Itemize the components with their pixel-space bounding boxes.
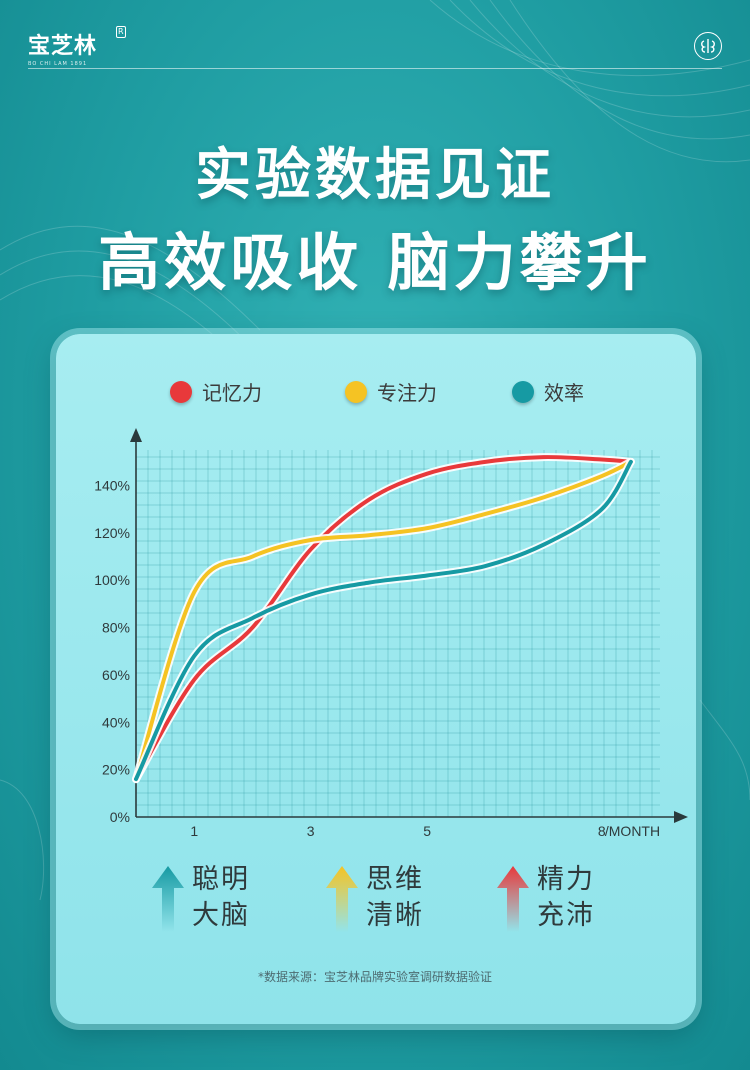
- logo-subtitle: BO CHI LAM 1891: [28, 61, 88, 67]
- y-tick-label: 40%: [102, 714, 130, 730]
- y-tick-label: 100%: [94, 572, 130, 588]
- legend-dot-efficiency: [512, 380, 534, 403]
- legend-label-efficiency: 效率: [544, 381, 584, 405]
- up-arrow-icon: [326, 866, 358, 932]
- y-tick-label: 140%: [94, 478, 130, 494]
- feature-smart-brain: 聪明 大脑: [150, 862, 250, 934]
- y-tick-label: 0%: [110, 809, 130, 825]
- headline-line-1: 实验数据见证: [195, 143, 555, 208]
- legend-item-focus: 专注力: [345, 377, 437, 406]
- data-source-note: *数据来源：宝芝林品牌实验室调研数据验证: [257, 970, 492, 984]
- feature-line-2: 清晰: [366, 900, 424, 931]
- legend-label-focus: 专注力: [377, 381, 437, 405]
- legend-dot-memory: [170, 380, 192, 403]
- y-axis-arrow: [130, 428, 142, 442]
- header-divider: [28, 68, 722, 69]
- registered-mark: R: [116, 26, 126, 38]
- series-line-1: [134, 459, 633, 782]
- feature-full-energy: 精力 充沛: [495, 862, 595, 934]
- x-axis-arrow: [674, 811, 688, 823]
- series-line-halo: [132, 457, 635, 784]
- x-tick-label: 1: [190, 823, 198, 839]
- feature-line-1: 思维: [366, 864, 424, 895]
- feature-line-2: 充沛: [537, 900, 595, 931]
- up-arrow-icon: [152, 866, 184, 932]
- x-tick-label: 5: [423, 823, 431, 839]
- x-unit-label: /MONTH: [605, 823, 660, 839]
- legend-item-efficiency: 效率: [512, 377, 584, 406]
- y-tick-label: 80%: [102, 620, 130, 636]
- up-arrow-icon: [497, 866, 529, 932]
- logo-text: 宝芝林: [28, 33, 98, 59]
- y-tick-label: 120%: [94, 525, 130, 541]
- feature-clear-mind: 思维 清晰: [324, 862, 424, 934]
- legend-label-memory: 记忆力: [202, 381, 262, 405]
- legend-item-memory: 记忆力: [170, 377, 262, 406]
- brand-logo: 宝芝林 BO CHI LAM 1891 R: [28, 26, 126, 67]
- feature-line-1: 精力: [537, 864, 595, 895]
- x-tick-label: 3: [307, 823, 315, 839]
- y-tick-label: 20%: [102, 762, 130, 778]
- x-tick-label: 8: [598, 823, 606, 839]
- feature-line-2: 大脑: [192, 900, 250, 931]
- headline-line-2: 高效吸收 脑力攀升: [98, 226, 652, 299]
- series-line-2: [134, 459, 633, 782]
- legend-dot-focus: [345, 380, 367, 403]
- brain-icon: [694, 32, 722, 60]
- y-tick-label: 60%: [102, 667, 130, 683]
- series-line-0: [134, 455, 633, 782]
- series-line-halo: [132, 457, 635, 784]
- feature-line-1: 聪明: [192, 864, 250, 895]
